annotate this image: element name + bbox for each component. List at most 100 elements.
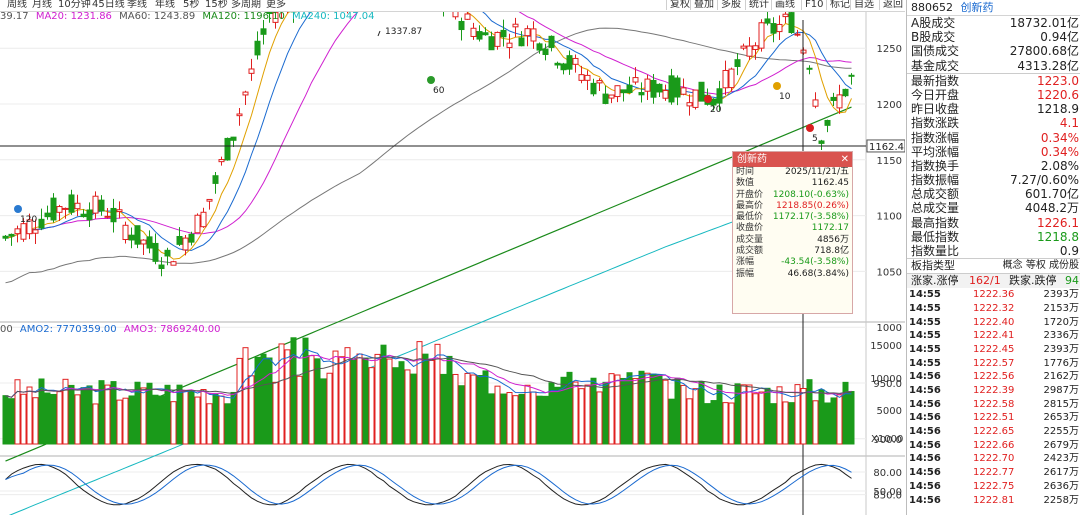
toolbar-button-0[interactable]: 复权 [666, 0, 690, 10]
candle-body [158, 264, 165, 270]
volume-bar [566, 371, 573, 445]
volume-bar [86, 385, 93, 445]
volume-bar [176, 384, 183, 445]
period-tab-6[interactable]: 5秒 [183, 0, 200, 10]
volume-bar [788, 402, 795, 445]
volume-bar [530, 391, 537, 445]
volume-tick-label: 10000 [870, 374, 902, 385]
toolbar-button-6[interactable]: 标记 [826, 0, 850, 10]
stat-value: 601.70亿 [1025, 187, 1079, 202]
tick-list[interactable]: 14:55 1222.36 2393万 14:55 1222.32 2153万 14:55 1… [907, 288, 1080, 507]
popup-row: 成交额 718.8亿 [733, 246, 852, 257]
popup-row-label: 最高价 [736, 200, 764, 211]
toolbar-button-7[interactable]: 自选 [850, 0, 874, 10]
candle-body [140, 239, 147, 245]
popup-row: 振幅 46.68(3.84%) [733, 269, 852, 280]
volume-bar [644, 372, 651, 445]
period-tab-4[interactable]: 季线 [127, 0, 147, 10]
tick-volume: 2679万 [1043, 439, 1079, 451]
tick-volume: 2815万 [1043, 398, 1079, 410]
toolbar-button-1[interactable]: 叠加 [690, 0, 714, 10]
candle-body [818, 140, 825, 144]
volume-bar [512, 395, 519, 445]
volume-bar [578, 388, 585, 445]
stat-value: 4313.28亿 [1017, 58, 1079, 73]
candle-body [830, 96, 837, 101]
tick-row: 14:56 1222.66 2679万 [907, 439, 1080, 453]
candle-body [638, 92, 645, 96]
candle-body [776, 23, 783, 33]
stat-label: 基金成交 [911, 58, 960, 73]
candle-body [242, 91, 249, 96]
toolbar-button-8[interactable]: 返回 [879, 0, 903, 10]
volume-bar [260, 353, 267, 445]
stat-value: 27800.68亿 [1009, 44, 1079, 59]
tick-row: 14:56 1222.65 2255万 [907, 425, 1080, 439]
stat-label: 指数涨幅 [911, 130, 960, 145]
stat-value: 1223.0 [1037, 73, 1079, 88]
popup-row-label: 振幅 [736, 268, 755, 279]
data-popup[interactable]: 创新药 ✕ 时间 2025/11/21/五 数值 1162.45 开盘价 1208.10(… [732, 151, 853, 314]
popup-row: 时间 2025/11/21/五 [733, 167, 852, 178]
candle-body [542, 48, 549, 55]
volume-ma-line [5, 348, 852, 400]
close-icon[interactable]: ✕ [840, 154, 849, 165]
toolbar-button-2[interactable]: 多股 [717, 0, 741, 10]
toolbar-button-3[interactable]: 统计 [745, 0, 769, 10]
popup-row-value: 4856万 [817, 234, 849, 245]
ma-cross-label: 120 [20, 215, 37, 225]
period-tab-2[interactable]: 10分钟 [58, 0, 91, 10]
period-tab-8[interactable]: 多周期 [231, 0, 261, 10]
candle-body [32, 229, 39, 234]
volume-bar [506, 392, 513, 445]
price-tick-label: 1050 [877, 267, 902, 278]
stat-label: 总成交量 [911, 201, 960, 216]
volume-bar [812, 400, 819, 445]
price-tick-label: 900.0 [873, 435, 902, 446]
stat-row: 基金成交 4313.28亿 [907, 59, 1080, 73]
index-name: 创新药 [960, 1, 994, 14]
index-type-values[interactable]: 概念 等权 成份股 [1002, 260, 1079, 272]
volume-bar [818, 389, 825, 445]
volume-bar [770, 403, 777, 445]
period-tab-1[interactable]: 月线 [32, 0, 52, 10]
popup-row-label: 开盘价 [736, 189, 764, 200]
volume-bar [500, 393, 507, 445]
volume-bar [266, 357, 273, 445]
candle-body [650, 79, 657, 98]
period-tab-7[interactable]: 15秒 [205, 0, 228, 10]
period-tab-9[interactable]: 更多 [266, 0, 286, 10]
candle-body [110, 207, 117, 223]
candle-body [170, 261, 177, 266]
volume-bar [200, 389, 207, 445]
volume-bar [194, 396, 201, 445]
candle-body [524, 28, 531, 37]
kline-chart[interactable]: 1300125012001150110010501000950.0900.085… [0, 0, 905, 515]
toolbar-button-4[interactable]: 画线 [771, 0, 795, 10]
tick-price: 1222.70 [973, 453, 1015, 465]
period-tab-3[interactable]: 45日线 [92, 0, 125, 10]
volume-bar [494, 385, 501, 445]
tick-time: 14:55 [909, 357, 941, 369]
volume-bar [836, 394, 843, 445]
period-tab-0[interactable]: 周线 [7, 0, 27, 10]
candle-body [98, 199, 105, 212]
candle-body [698, 81, 705, 102]
toolbar-button-5[interactable]: F10 [801, 0, 823, 10]
candle-body [506, 42, 513, 49]
index-code: 880652 [911, 1, 953, 14]
volume-bar [254, 356, 261, 445]
volume-bar [596, 391, 603, 445]
index-header: 880652 创新药 [907, 0, 1080, 16]
tick-row: 14:55 1222.57 1776万 [907, 357, 1080, 371]
volume-bar [476, 375, 483, 445]
volume-bar [848, 391, 855, 445]
period-tab-5[interactable]: 年线 [155, 0, 175, 10]
candle-body [26, 219, 33, 235]
popup-row-label: 收盘价 [736, 223, 764, 234]
candle-body [218, 159, 225, 163]
ma-cross-label: 10 [779, 92, 791, 102]
kline-chart-area[interactable]: 1300125012001150110010501000950.0900.085… [0, 0, 905, 515]
stat-value: 0.34% [1040, 130, 1079, 145]
ma-cross-marker [806, 124, 814, 132]
